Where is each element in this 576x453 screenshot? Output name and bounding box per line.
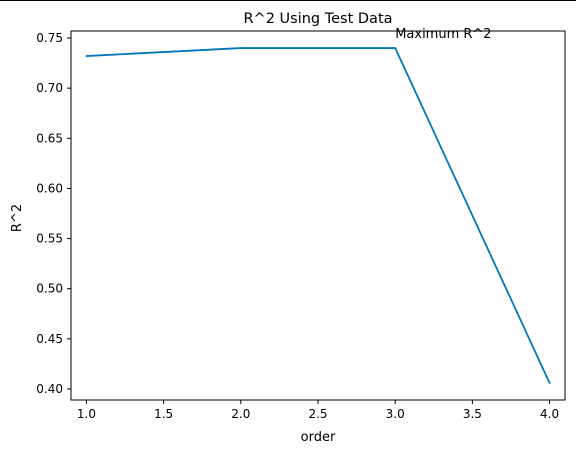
x-tick-label: 4.0 [540, 407, 559, 421]
series-line [86, 47, 551, 384]
x-tick-label: 3.5 [463, 407, 482, 421]
data-point [85, 55, 88, 57]
x-tick-label: 3.0 [386, 407, 405, 421]
x-tick-label: 1.5 [154, 407, 173, 421]
x-tick-label: 2.0 [231, 407, 250, 421]
y-axis-label: R^2 [10, 204, 25, 232]
data-series [85, 47, 551, 384]
axes: 1.0 1.5 2.0 2.5 3.0 3.5 4.0 0.40 0.45 0.50 0.55 0.6… [36, 30, 566, 421]
plot-frame [70, 30, 566, 401]
y-tick-label: 0.60 [36, 181, 63, 195]
x-tick-label: 2.5 [308, 407, 327, 421]
y-tick-label: 0.50 [36, 282, 63, 296]
chart-title: R^2 Using Test Data [243, 11, 392, 27]
y-tick-label: 0.70 [36, 81, 63, 95]
window-top-border [0, 0, 576, 1]
x-axis-label: order [301, 430, 336, 445]
data-point [394, 47, 397, 49]
y-tick-label: 0.75 [36, 31, 63, 45]
y-tick-label: 0.45 [36, 332, 63, 346]
x-tick-label: 1.0 [77, 407, 96, 421]
y-tick-label: 0.40 [36, 382, 63, 396]
y-tick-label: 0.65 [36, 131, 63, 145]
y-tick-label: 0.55 [36, 232, 63, 246]
data-point [239, 47, 242, 49]
data-point [548, 382, 551, 384]
annotation-maximum: Maximum R^2 [395, 27, 491, 42]
